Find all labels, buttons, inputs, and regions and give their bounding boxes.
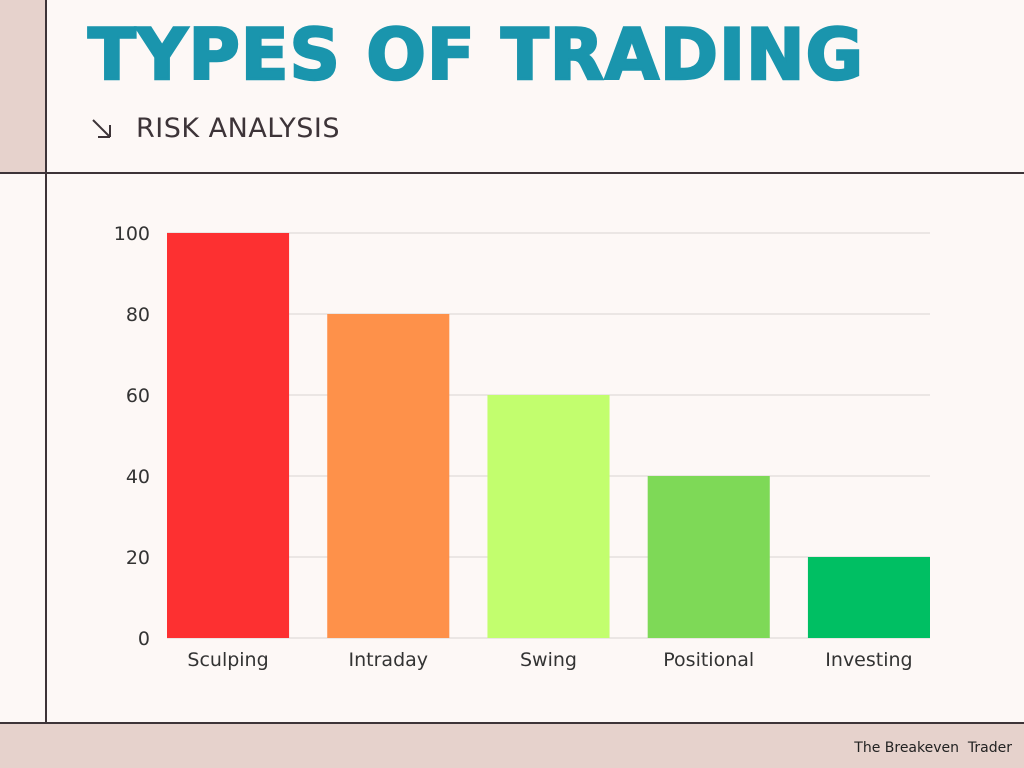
y-tick-label: 40 (126, 466, 150, 488)
bar-swing (487, 395, 610, 638)
y-tick-label: 100 (114, 223, 150, 245)
page-subtitle: RISK ANALYSIS (136, 113, 340, 144)
page-title: TYPES OF TRADING (87, 14, 865, 96)
header-divider (0, 172, 1024, 174)
bar-intraday (327, 314, 450, 638)
left-divider (45, 174, 47, 722)
x-category-label: Positional (663, 649, 754, 671)
x-category-label: Intraday (349, 649, 429, 671)
footer-band: The Breakeven Trader (0, 722, 1024, 768)
y-tick-label: 60 (126, 385, 150, 407)
subtitle-row: RISK ANALYSIS (90, 113, 340, 144)
x-category-label: Sculping (187, 649, 268, 671)
bar-investing (807, 557, 930, 638)
header-side-strip (0, 0, 47, 172)
x-category-label: Investing (825, 649, 912, 671)
footer-credit: The Breakeven Trader (854, 740, 1012, 756)
bar-sculping (167, 233, 290, 638)
y-tick-label: 20 (126, 547, 150, 569)
bar-positional (647, 476, 770, 638)
arrow-down-right-icon (90, 117, 114, 141)
x-category-label: Swing (520, 649, 577, 671)
y-tick-label: 80 (126, 304, 150, 326)
y-tick-label: 0 (138, 628, 150, 650)
